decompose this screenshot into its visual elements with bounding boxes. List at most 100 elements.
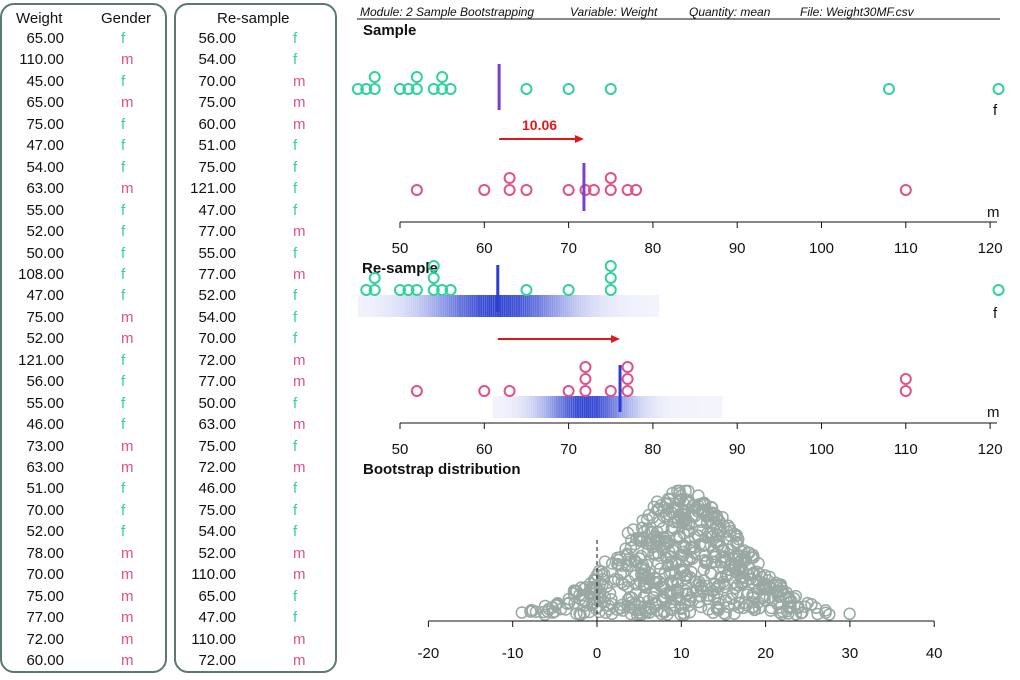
resample-density-strip bbox=[410, 295, 413, 317]
resample-density-strip bbox=[499, 396, 502, 418]
gender-cell: f bbox=[121, 137, 126, 155]
resample-density-strip bbox=[570, 295, 573, 317]
resample-density-strip bbox=[545, 295, 548, 317]
bootstrap-point bbox=[589, 582, 603, 596]
weight-cell: 70.00 bbox=[26, 566, 64, 584]
gender-column-header: Gender bbox=[101, 10, 152, 27]
resample-density-strip bbox=[614, 396, 617, 418]
gender-cell: m bbox=[121, 544, 134, 562]
bootstrap-point bbox=[674, 602, 688, 616]
bootstrap-point bbox=[787, 592, 801, 605]
resample-density-strip bbox=[711, 396, 714, 418]
bootstrap-point bbox=[658, 537, 672, 551]
resample-density-strip bbox=[391, 295, 394, 317]
resample-gender-cell: f bbox=[293, 287, 298, 305]
resample-gender-cell: m bbox=[293, 72, 306, 90]
resample-density-strip bbox=[359, 295, 362, 317]
resample-table-panel[interactable]: Re-sample 56.00 f 54.00 f 70.00 m 75.00 m 60.00 m… bbox=[174, 3, 337, 673]
resample-density-strip bbox=[665, 396, 668, 418]
data-point bbox=[394, 83, 406, 95]
resample-density-strip bbox=[583, 396, 586, 418]
data-point bbox=[621, 373, 634, 385]
resample-density-strip bbox=[627, 396, 630, 418]
resample-density-strip bbox=[579, 295, 582, 317]
resample-density-strip bbox=[389, 295, 392, 317]
bootstrap-point bbox=[591, 601, 604, 614]
gender-cell: f bbox=[121, 480, 126, 498]
resample-density-strip bbox=[418, 295, 421, 317]
bootstrap-point bbox=[704, 566, 717, 580]
data-point bbox=[621, 184, 634, 196]
resample-density-strip bbox=[385, 295, 388, 317]
bootstrap-point bbox=[759, 580, 772, 594]
resample-density-strip bbox=[427, 295, 430, 317]
resample-density-strip bbox=[456, 295, 459, 317]
resample-weight-cell: 52.00 bbox=[198, 544, 236, 562]
resample-density-strip bbox=[446, 295, 449, 317]
resample-gender-cell: f bbox=[293, 137, 298, 155]
resample-weight-cell: 75.00 bbox=[198, 158, 236, 176]
resample-density-strip bbox=[680, 396, 683, 418]
data-point bbox=[579, 361, 592, 373]
resample-density-strip bbox=[397, 295, 400, 317]
resample-density-strip bbox=[562, 396, 565, 418]
resample-density-strip bbox=[606, 295, 609, 317]
resample-gender-cell: f bbox=[293, 587, 298, 605]
resample-density-strip bbox=[357, 295, 360, 317]
resample-density-strip bbox=[404, 295, 407, 317]
weight-cell: 51.00 bbox=[26, 480, 64, 498]
bootstrap-point bbox=[697, 539, 710, 553]
x-tick-label: 120 bbox=[978, 240, 1003, 257]
resample-density-strip bbox=[619, 295, 622, 317]
resample-weight-cell: 77.00 bbox=[198, 223, 236, 241]
resample-weight-cell: 70.00 bbox=[198, 330, 236, 348]
resample-gender-cell: f bbox=[293, 30, 298, 47]
bootstrap-point bbox=[811, 607, 824, 621]
gender-cell: m bbox=[121, 180, 134, 198]
bootstrap-tick-label: -10 bbox=[502, 645, 524, 662]
plot-area: Module: 2 Sample Bootstrapping Variable:… bbox=[351, 5, 1005, 662]
resample-density-strip bbox=[604, 295, 607, 317]
bootstrap-point bbox=[728, 559, 741, 573]
file-label: File: Weight30MF.csv bbox=[800, 5, 915, 19]
resample-density-strip bbox=[492, 295, 495, 317]
resample-density-strip bbox=[534, 396, 537, 418]
resample-gender-cell: m bbox=[293, 652, 306, 670]
resample-density-strip bbox=[642, 396, 645, 418]
data-point bbox=[410, 71, 423, 83]
gender-cell: f bbox=[121, 223, 126, 241]
resample-density-strip bbox=[625, 295, 628, 317]
resample-gender-cell: m bbox=[293, 630, 306, 648]
bootstrap-point bbox=[676, 516, 689, 530]
bootstrap-point bbox=[636, 514, 649, 527]
x-tick-label: 50 bbox=[392, 240, 409, 257]
weight-column-header: Weight bbox=[16, 10, 63, 27]
bootstrap-point bbox=[633, 596, 646, 609]
resample-density-strip bbox=[707, 396, 710, 418]
weight-cell: 55.00 bbox=[26, 394, 64, 412]
resample-gender-cell: f bbox=[293, 51, 298, 69]
resample-weight-cell: 54.00 bbox=[198, 523, 236, 541]
gender-cell: f bbox=[121, 158, 126, 176]
resample-density-strip bbox=[646, 295, 649, 317]
gender-cell: m bbox=[121, 437, 134, 455]
resample-density-strip bbox=[566, 295, 569, 317]
bootstrap-point bbox=[706, 544, 720, 558]
bootstrap-point bbox=[635, 521, 649, 535]
resample-density-strip bbox=[688, 396, 691, 418]
resample-density-strip bbox=[608, 295, 611, 317]
bootstrap-point bbox=[630, 532, 643, 545]
resample-density-strip bbox=[617, 396, 620, 418]
resample-density-strip bbox=[444, 295, 447, 317]
resample-density-strip bbox=[555, 295, 558, 317]
data-table-panel[interactable]: Weight Gender 65.00 f 110.00 m 45.00 f 65.00 m 7… bbox=[0, 3, 167, 673]
resample-density-strip bbox=[591, 396, 594, 418]
bootstrap-point bbox=[653, 515, 666, 528]
resample-density-strip bbox=[501, 295, 504, 317]
resample-density-strip bbox=[657, 295, 660, 317]
resample-density-strip bbox=[482, 295, 485, 317]
resample-density-strip bbox=[471, 295, 474, 317]
bootstrap-point bbox=[587, 597, 600, 611]
gender-cell: f bbox=[121, 523, 126, 541]
bootstrap-point bbox=[702, 507, 715, 521]
